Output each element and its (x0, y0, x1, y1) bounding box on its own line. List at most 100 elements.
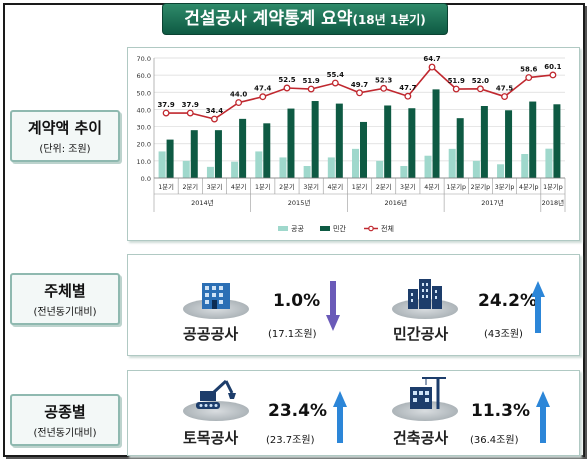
bar-public (400, 166, 408, 178)
point-total (452, 85, 460, 93)
y-tick-label: 10.0 (137, 158, 151, 166)
bar-public (545, 148, 553, 178)
x-tick-label: 3분기 (400, 182, 416, 191)
x-tick-label: 1분기 (255, 182, 271, 191)
point-total (525, 74, 533, 81)
point-total (356, 89, 363, 97)
y-tick-label: 40.0 (137, 106, 151, 114)
point-total (476, 85, 484, 93)
data-label: 52.0 (472, 77, 489, 85)
building-works-name: 건축공사 (393, 429, 449, 447)
building-construction-icon (410, 377, 446, 409)
public-works-pct: 1.0% (273, 291, 321, 311)
point-total (162, 109, 170, 117)
x-tick-label: 4분기 (424, 182, 440, 191)
data-label: 55.4 (327, 71, 344, 79)
bar-public (255, 151, 263, 178)
x-tick-label: 1분기p (446, 182, 466, 191)
office-building-icon (202, 283, 230, 309)
bar-private (190, 130, 198, 178)
bar-public (352, 148, 359, 178)
work-label-box: 공종별 (전년동기대비) (10, 394, 120, 446)
bar-private (529, 101, 537, 178)
bar-private (360, 121, 367, 178)
legend-swatch-private (320, 226, 330, 231)
entity-basis: (전년동기대비) (33, 307, 97, 318)
data-label: 47.5 (496, 85, 513, 93)
work-label: 공종별 (44, 403, 86, 421)
platform-building (392, 401, 458, 421)
public-works-name: 공공공사 (183, 325, 239, 343)
bar-private (214, 130, 222, 178)
private-works-pct: 24.2% (478, 291, 537, 311)
bar-private (287, 108, 295, 178)
data-label: 52.5 (278, 76, 295, 84)
x-tick-label: 3분기 (303, 182, 319, 191)
point-total (210, 115, 218, 123)
excavator-icon (196, 379, 236, 409)
arrow-up-icon (531, 281, 545, 333)
public-works-amount: (17.1조원) (268, 329, 317, 340)
year-label: 2018년 (542, 198, 565, 207)
building-works-pct: 11.3% (471, 401, 530, 421)
trend-label: 계약액 추이 (27, 119, 103, 137)
data-label: 49.7 (351, 81, 368, 89)
point-total (428, 63, 436, 71)
y-tick-label: 60.0 (137, 72, 151, 80)
point-total (307, 85, 315, 93)
page-title: 건설공사 계약통계 요약(18년 1분기) (162, 3, 448, 35)
y-tick-label: 0.0 (141, 175, 151, 183)
work-basis: (전년동기대비) (33, 428, 97, 439)
bar-public (497, 164, 505, 178)
bar-public (158, 151, 166, 178)
x-tick-label: 1분기p (543, 182, 563, 191)
bar-private (553, 104, 561, 178)
y-tick-label: 30.0 (137, 124, 151, 132)
bar-public (303, 166, 311, 178)
x-tick-label: 1분기 (352, 182, 368, 191)
data-label: 60.1 (544, 63, 561, 71)
city-buildings-icon (408, 279, 442, 309)
point-total (380, 84, 388, 92)
year-label: 2015년 (288, 198, 311, 207)
civil-works-name: 토목공사 (183, 429, 239, 447)
point-total (186, 109, 194, 117)
entity-label-box: 주체별 (전년동기대비) (10, 273, 120, 325)
y-tick-label: 70.0 (137, 55, 151, 63)
arrow-down-icon (326, 281, 340, 331)
bar-private (432, 89, 440, 178)
private-works-name: 민간공사 (393, 325, 449, 343)
arrow-up-icon (536, 391, 550, 443)
bar-public (327, 157, 335, 178)
bar-public (448, 148, 456, 178)
trend-unit: (단위: 조원) (39, 144, 91, 155)
data-label: 44.0 (230, 91, 247, 99)
point-total (549, 71, 557, 79)
trend-label-box: 계약액 추이 (단위: 조원) (10, 110, 120, 162)
bar-private (239, 118, 247, 178)
data-label: 58.6 (520, 66, 537, 74)
data-label: 37.9 (182, 101, 199, 109)
x-tick-label: 3분기p (495, 182, 515, 191)
legend-label-total: 전체 (381, 224, 394, 233)
point-total (331, 79, 339, 87)
x-tick-label: 1분기 (158, 182, 174, 191)
private-works-amount: (43조원) (484, 329, 523, 340)
bar-public (472, 160, 480, 178)
data-label: 52.3 (375, 76, 392, 84)
data-label: 51.9 (303, 77, 320, 85)
year-label: 2017년 (481, 198, 504, 207)
bar-private (384, 105, 392, 178)
bar-private (505, 110, 513, 178)
data-label: 51.9 (448, 77, 465, 85)
bar-public (376, 160, 384, 178)
bar-public (521, 154, 529, 178)
x-tick-label: 2분기 (182, 182, 198, 191)
bar-private (166, 139, 174, 178)
x-tick-label: 3분기 (207, 182, 223, 191)
page-title-text: 건설공사 계약통계 요약 (184, 9, 353, 29)
legend-label-private: 민간 (333, 224, 346, 233)
x-tick-label: 4분기 (328, 182, 344, 191)
bar-public (206, 166, 214, 178)
legend-swatch-public (278, 226, 288, 231)
